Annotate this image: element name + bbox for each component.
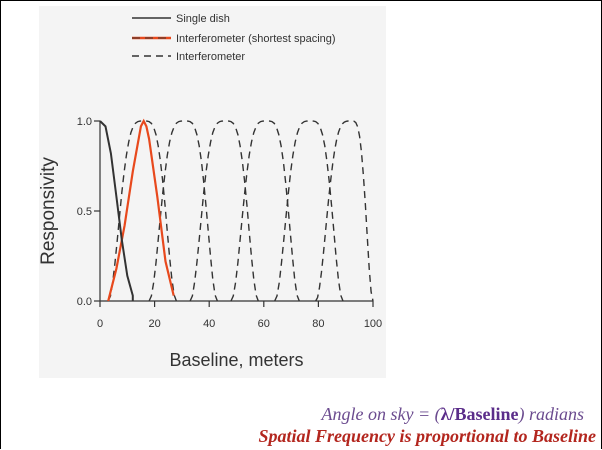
angle-caption-prefix: Angle on sky = (	[321, 404, 441, 424]
x-tick-label: 0	[97, 318, 103, 330]
y-tick-label: 1.0	[77, 116, 92, 128]
spatial-frequency-baseline: Baseline	[531, 426, 596, 446]
x-tick-label: 40	[203, 318, 215, 330]
y-tick-label: 0.5	[77, 206, 92, 218]
x-tick-label: 60	[258, 318, 270, 330]
interferometer-lobe-line	[189, 120, 259, 302]
x-tick-label: 100	[364, 318, 382, 330]
legend-shortest-spacing-label: Interferometer (shortest spacing)	[176, 33, 336, 45]
interferometer-lobe-line	[315, 120, 374, 302]
angle-caption-lambda: λ/Baseline	[440, 404, 519, 424]
interferometer-lobe-line	[274, 120, 344, 302]
legend-single-dish-label: Single dish	[176, 13, 230, 25]
interferometer-lobe-line	[230, 120, 300, 302]
spatial-frequency-term: Spatial Frequency	[258, 426, 395, 446]
y-tick-label: 0.0	[77, 296, 92, 308]
y-axis-label: Responsivity	[39, 157, 59, 265]
x-tick-label: 20	[148, 318, 160, 330]
x-tick-label: 80	[312, 318, 324, 330]
responsivity-chart: 0 20 40 60 80 100 0.0 0.5 1.0 Baseline, meters Res…	[39, 13, 382, 370]
spatial-frequency-middle: is proportional to	[394, 426, 532, 446]
legend-interferometer-label: Interferometer	[176, 51, 245, 63]
spatial-frequency-caption: Spatial Frequency is proportional to Bas…	[258, 426, 596, 447]
angle-caption-suffix: ) radians	[518, 404, 584, 424]
angle-caption: Angle on sky = (λ/Baseline) radians	[322, 404, 584, 425]
single-dish-line	[99, 120, 134, 301]
x-axis-label: Baseline, meters	[169, 350, 303, 370]
plot-panel: 0 20 40 60 80 100 0.0 0.5 1.0 Baseline, meters Res…	[39, 6, 386, 378]
